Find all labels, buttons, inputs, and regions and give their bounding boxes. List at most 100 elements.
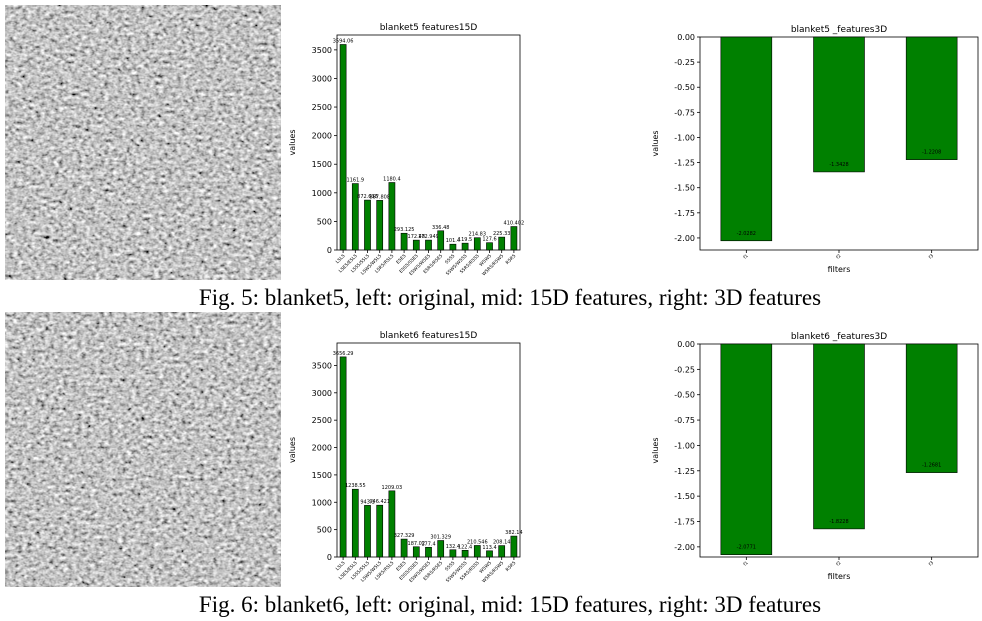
y-axis-label: values [651, 130, 660, 156]
value-label: 225.33 [493, 231, 511, 237]
value-label: 214.83 [469, 232, 487, 238]
bar [498, 545, 506, 558]
bar [461, 242, 469, 251]
caption: Fig. 5: blanket5, left: original, mid: 1… [199, 285, 821, 310]
y-tick-label: 2500 [312, 416, 332, 425]
chart-title: blanket5 _features3D [791, 25, 887, 35]
bar [400, 232, 408, 251]
value-label: 187.02 [408, 541, 426, 547]
value-label: 3656.29 [333, 351, 354, 357]
value-label: 867.808 [369, 194, 390, 200]
y-tick-label: 500 [317, 217, 332, 226]
value-label: 946.421 [369, 499, 390, 505]
y-axis-label: values [288, 437, 297, 463]
value-label: 336.48 [432, 225, 450, 231]
value-label: 293.125 [394, 227, 415, 233]
y-tick-label: 500 [317, 526, 332, 535]
y-tick-label: -0.25 [674, 365, 695, 374]
y-tick-label: -1.00 [674, 441, 695, 450]
texture-image [5, 5, 281, 280]
bar [473, 237, 481, 251]
bar [412, 546, 420, 558]
bar [376, 200, 384, 251]
chart-title: blanket6 _features3D [791, 332, 887, 342]
y-tick-label: 1500 [312, 160, 332, 169]
y-tick-label: 3000 [312, 74, 332, 83]
y-tick-label: -1.25 [674, 159, 695, 168]
bar [364, 505, 371, 558]
y-tick-label: 1000 [312, 189, 332, 198]
bar [905, 36, 958, 160]
value-label: -1.2208 [922, 150, 941, 156]
y-axis-label: values [651, 437, 660, 463]
y-tick-label: 3500 [312, 361, 332, 370]
value-label: 172.48 [408, 234, 426, 240]
y-tick-label: -0.25 [674, 58, 695, 67]
y-tick-label: 3500 [312, 46, 332, 55]
texture-image [5, 312, 281, 587]
value-label: 1238.55 [345, 483, 366, 489]
bar [437, 230, 445, 251]
value-label: -2.0771 [737, 545, 756, 551]
bar [339, 44, 347, 251]
y-axis-label: values [288, 129, 297, 155]
value-label: 1209.03 [382, 485, 403, 491]
bar [425, 239, 432, 251]
x-tick-label: f2 [835, 560, 842, 567]
y-tick-label: 3000 [312, 389, 332, 398]
bar [449, 549, 457, 558]
value-label: 301.329 [430, 535, 451, 541]
x-tick-label: f3 [928, 253, 935, 260]
chart-title: blanket5 features15D [380, 23, 478, 33]
x-tick-label: f1 [742, 253, 749, 260]
value-label: 127.6 [482, 237, 496, 243]
y-tick-label: -0.75 [674, 416, 695, 425]
y-tick-label: 1500 [312, 471, 332, 480]
value-label: -2.0282 [737, 231, 756, 237]
y-tick-label: -2.00 [674, 543, 695, 552]
chart-title: blanket6 features15D [380, 331, 478, 341]
y-tick-label: 0 [327, 246, 332, 255]
bar [461, 550, 469, 558]
value-label: 122.4 [458, 544, 472, 550]
value-label: 1180.4 [383, 177, 401, 183]
bar [351, 488, 359, 558]
x-axis-label: filters [828, 572, 851, 581]
bar [486, 242, 493, 251]
bar [813, 343, 865, 530]
x-tick-label: f1 [742, 560, 749, 567]
value-label: 208.14 [493, 540, 511, 546]
y-tick-label: -1.50 [674, 184, 695, 193]
y-tick-label: 0 [327, 553, 332, 562]
bar [498, 236, 506, 251]
value-label: 3594.06 [333, 38, 354, 44]
y-tick-label: -1.00 [674, 133, 695, 142]
bar [720, 36, 773, 242]
bar [437, 540, 445, 558]
bar [510, 535, 518, 558]
value-label: 410.402 [504, 221, 525, 227]
bar [339, 356, 347, 558]
x-tick-label: f2 [835, 253, 842, 260]
value-label: 872.638 [357, 194, 378, 200]
value-label: 113.4 [482, 545, 496, 551]
x-axis-label: filters [828, 265, 851, 274]
y-tick-label: 0.00 [677, 340, 695, 349]
x-tick-label: f3 [928, 560, 935, 567]
bar [388, 490, 396, 558]
bar [473, 545, 481, 558]
bar [388, 182, 396, 251]
y-tick-label: -0.75 [674, 108, 695, 117]
x-tick-label: R5R5 [505, 560, 518, 573]
x-tick-label: L5L5 [335, 560, 347, 572]
value-label: 382.14 [505, 530, 523, 536]
value-label: 132.4 [446, 544, 460, 550]
y-tick-label: -1.75 [674, 518, 695, 527]
y-tick-label: -1.50 [674, 492, 695, 501]
bar [376, 504, 384, 558]
y-tick-label: 2500 [312, 103, 332, 112]
bar [425, 546, 432, 558]
value-label: -1.8228 [829, 519, 848, 525]
value-label: 1161.9 [347, 178, 365, 184]
